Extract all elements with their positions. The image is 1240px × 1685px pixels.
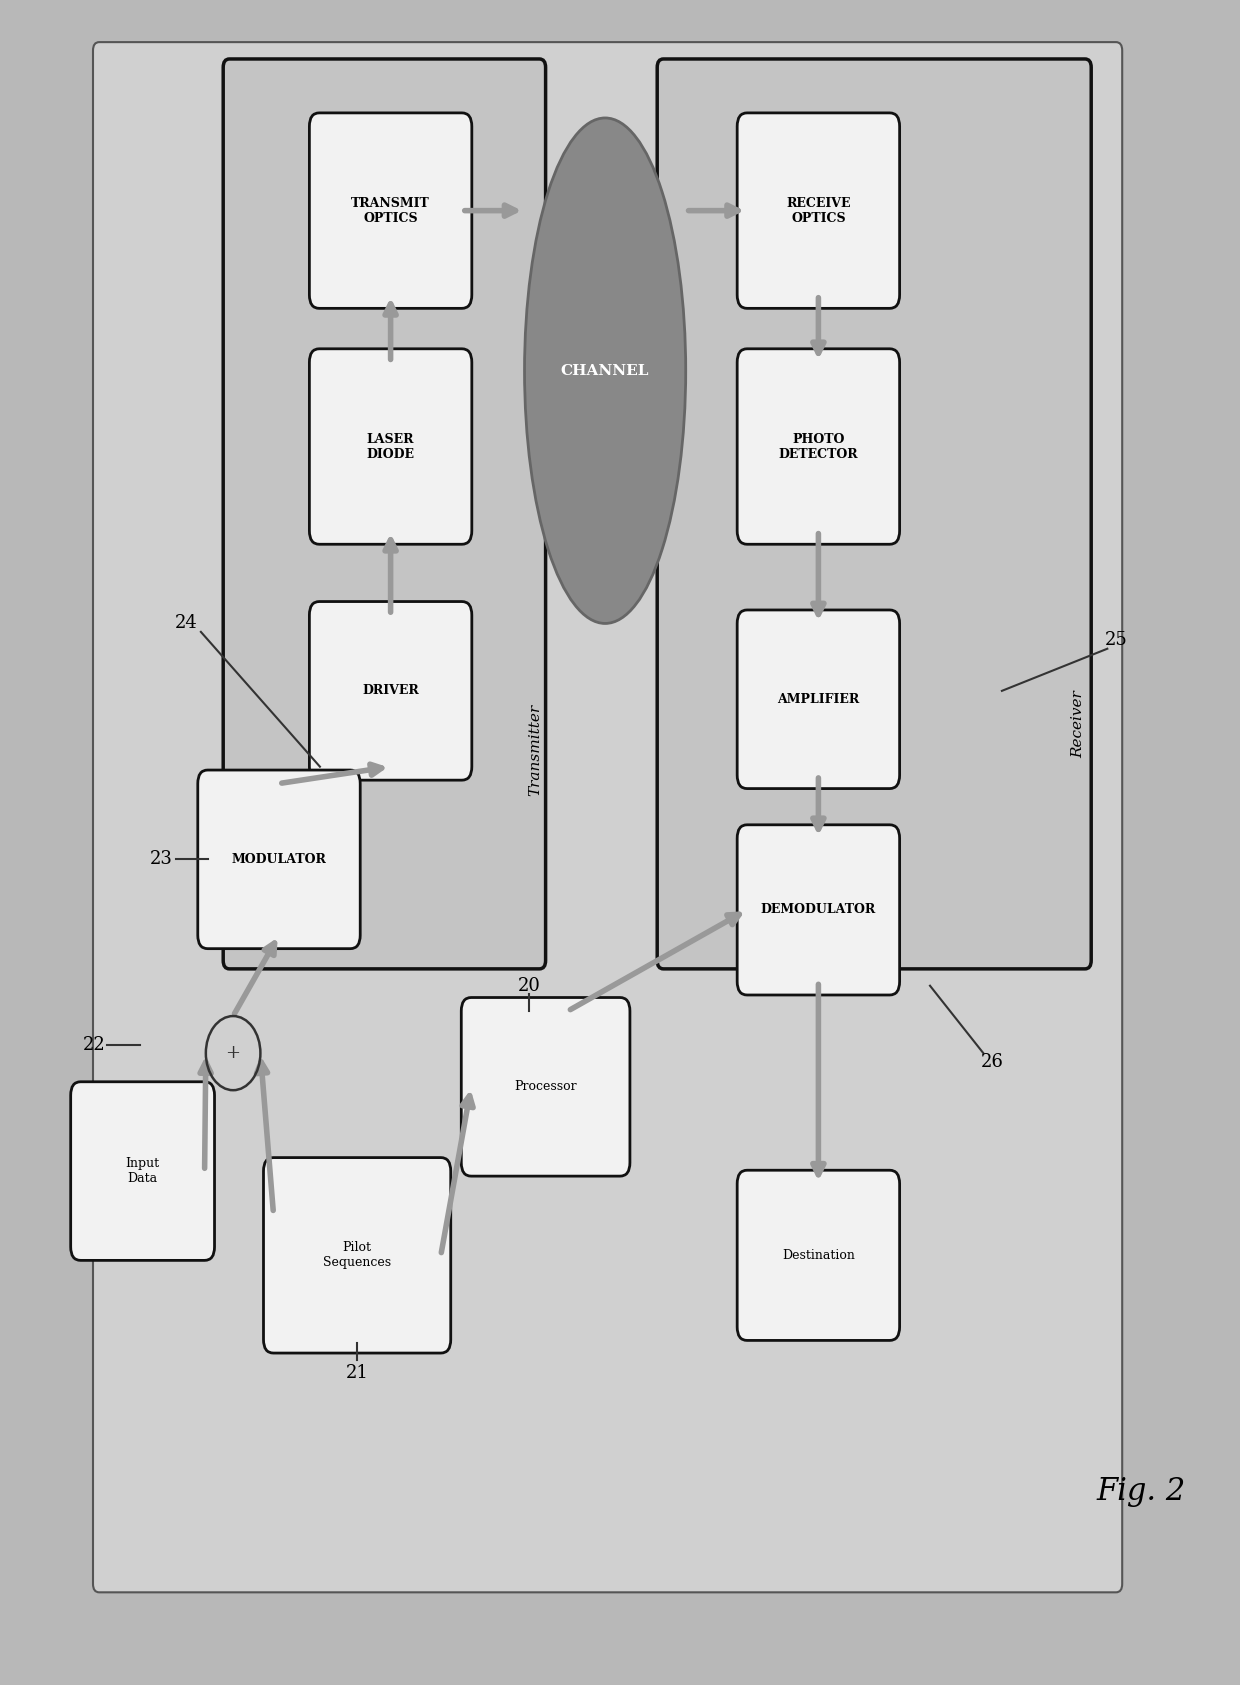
FancyBboxPatch shape <box>737 610 900 789</box>
Text: 22: 22 <box>83 1036 105 1053</box>
Text: Destination: Destination <box>782 1249 854 1262</box>
Text: Fig. 2: Fig. 2 <box>1096 1476 1185 1506</box>
FancyBboxPatch shape <box>737 349 900 544</box>
FancyBboxPatch shape <box>93 42 1122 1592</box>
Text: Receiver: Receiver <box>1071 691 1085 758</box>
FancyBboxPatch shape <box>310 349 471 544</box>
Text: 26: 26 <box>981 1053 1003 1070</box>
Text: Pilot
Sequences: Pilot Sequences <box>324 1242 391 1269</box>
Text: AMPLIFIER: AMPLIFIER <box>777 693 859 706</box>
FancyBboxPatch shape <box>737 1171 900 1341</box>
Text: RECEIVE
OPTICS: RECEIVE OPTICS <box>786 197 851 224</box>
FancyBboxPatch shape <box>198 770 360 949</box>
Text: 24: 24 <box>175 615 197 632</box>
FancyBboxPatch shape <box>657 59 1091 969</box>
Text: Input
Data: Input Data <box>125 1158 160 1185</box>
Text: Processor: Processor <box>515 1080 577 1094</box>
FancyBboxPatch shape <box>461 998 630 1176</box>
Text: LASER
DIODE: LASER DIODE <box>367 433 414 460</box>
Text: Transmitter: Transmitter <box>528 704 542 795</box>
FancyBboxPatch shape <box>737 113 900 308</box>
Text: +: + <box>226 1045 241 1062</box>
Text: CHANNEL: CHANNEL <box>560 364 650 377</box>
Text: 21: 21 <box>346 1365 368 1382</box>
FancyBboxPatch shape <box>737 824 900 994</box>
FancyBboxPatch shape <box>263 1158 451 1353</box>
Text: TRANSMIT
OPTICS: TRANSMIT OPTICS <box>351 197 430 224</box>
Text: 25: 25 <box>1105 632 1127 649</box>
Text: 20: 20 <box>518 977 541 994</box>
Ellipse shape <box>525 118 686 623</box>
Text: DRIVER: DRIVER <box>362 684 419 698</box>
FancyBboxPatch shape <box>71 1082 215 1260</box>
Text: PHOTO
DETECTOR: PHOTO DETECTOR <box>779 433 858 460</box>
FancyBboxPatch shape <box>223 59 546 969</box>
Text: 23: 23 <box>150 851 172 868</box>
Text: DEMODULATOR: DEMODULATOR <box>761 903 875 917</box>
FancyBboxPatch shape <box>310 602 471 780</box>
FancyBboxPatch shape <box>310 113 471 308</box>
Text: MODULATOR: MODULATOR <box>232 853 326 866</box>
